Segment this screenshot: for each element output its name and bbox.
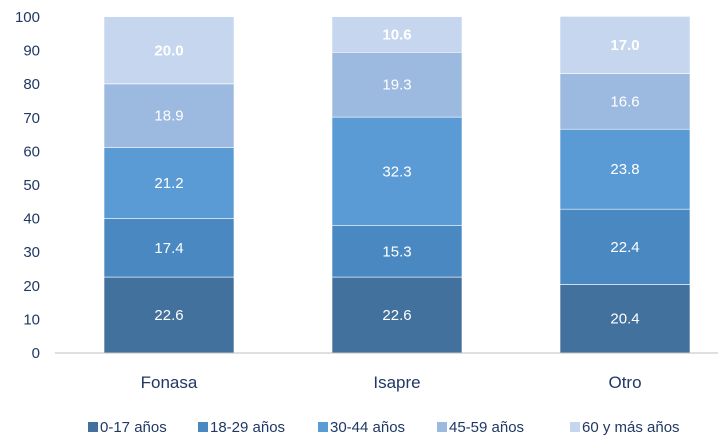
data-label: 23.8: [610, 161, 639, 178]
y-tick-label: 50: [23, 177, 40, 194]
data-label: 17.4: [154, 240, 183, 257]
legend-label: 0-17 años: [100, 419, 167, 436]
y-tick-label: 40: [23, 211, 40, 228]
y-tick-label: 20: [23, 278, 40, 295]
y-tick-label: 10: [23, 311, 40, 328]
data-label: 22.6: [154, 307, 183, 324]
x-category-label: Otro: [608, 373, 641, 392]
data-label: 16.6: [610, 93, 639, 110]
legend-item: 45-59 años: [437, 419, 524, 436]
y-tick-label: 70: [23, 110, 40, 127]
bar-segment: [331, 225, 463, 278]
bar-segment: [559, 208, 691, 285]
bar-segment: [103, 218, 235, 278]
bars: [103, 16, 691, 354]
legend-label: 30-44 años: [330, 419, 405, 436]
bar-segment: [559, 16, 691, 74]
bar-segment: [103, 16, 235, 85]
legend-swatch: [570, 422, 580, 432]
x-axis: Fonasa Isapre Otro: [55, 352, 718, 392]
x-category-label: Fonasa: [141, 373, 198, 392]
legend-label: 60 y más años: [582, 419, 680, 436]
bar-segment: [103, 276, 235, 354]
bar-segment: [559, 128, 691, 210]
y-tick-label: 90: [23, 43, 40, 60]
bar-segment: [331, 16, 463, 53]
data-label: 22.6: [382, 307, 411, 324]
legend-item: 0-17 años: [88, 419, 167, 436]
legend-label: 18-29 años: [210, 419, 285, 436]
data-labels: 22.6 17.4 21.2 18.9 20.0 22.6 15.3 32.3 19.3 10.6…: [154, 26, 639, 327]
legend-item: 18-29 años: [198, 419, 285, 436]
data-label: 17.0: [610, 37, 639, 54]
bar-segment: [331, 116, 463, 226]
y-tick-label: 100: [15, 9, 40, 26]
y-tick-label: 30: [23, 244, 40, 261]
y-tick-label: 60: [23, 143, 40, 160]
legend: 0-17 años 18-29 años 30-44 años 45-59 años 6…: [88, 419, 680, 436]
legend-swatch: [198, 422, 208, 432]
y-axis: 0 10 20 30 40 50 60 70 80 90 100: [15, 9, 40, 362]
data-label: 19.3: [382, 77, 411, 94]
legend-swatch: [437, 422, 447, 432]
legend-swatch: [88, 422, 98, 432]
y-tick-label: 0: [32, 345, 40, 362]
data-label: 15.3: [382, 243, 411, 260]
legend-item: 30-44 años: [318, 419, 405, 436]
legend-swatch: [318, 422, 328, 432]
data-label: 18.9: [154, 108, 183, 125]
data-label: 22.4: [610, 239, 639, 256]
bar-segment: [103, 83, 235, 148]
y-tick-label: 80: [23, 76, 40, 93]
bar-segment: [559, 284, 691, 354]
legend-item: 60 y más años: [570, 419, 680, 436]
bar-segment: [331, 51, 463, 118]
data-label: 20.4: [610, 311, 639, 328]
data-label: 21.2: [154, 175, 183, 192]
x-category-label: Isapre: [373, 373, 420, 392]
legend-label: 45-59 años: [449, 419, 524, 436]
data-label: 10.6: [382, 26, 411, 43]
bar-segment: [331, 276, 463, 354]
data-label: 32.3: [382, 163, 411, 180]
data-label: 20.0: [154, 42, 183, 59]
